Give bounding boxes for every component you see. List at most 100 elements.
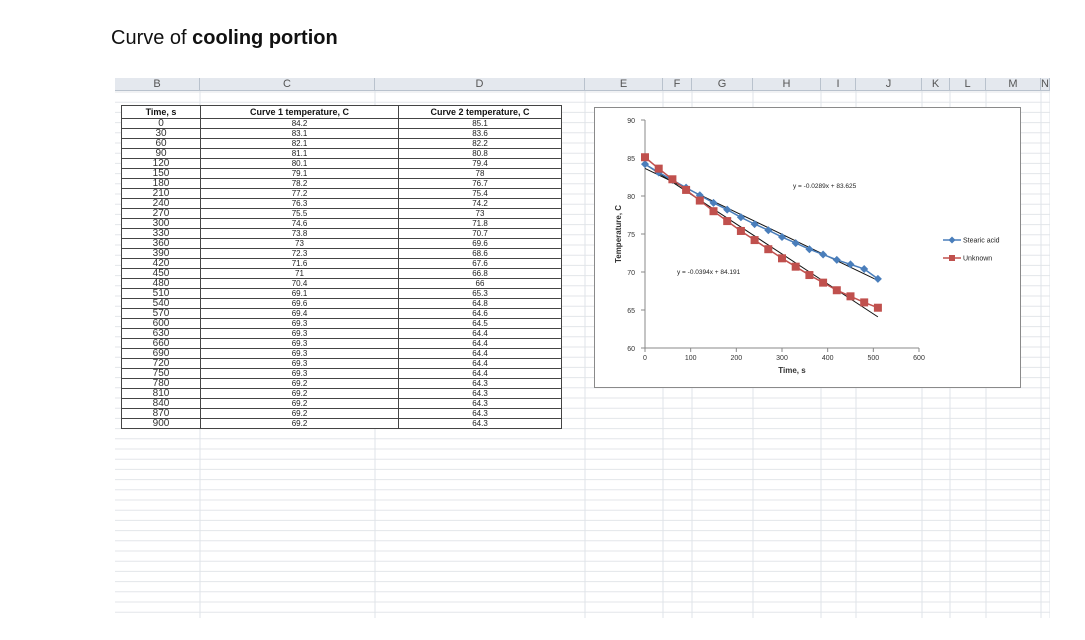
cell-time[interactable]: 150: [121, 168, 201, 179]
cell-time[interactable]: 240: [121, 198, 201, 209]
cell-curve2[interactable]: 64.8: [398, 298, 562, 309]
cell-time[interactable]: 450: [121, 268, 201, 279]
cell-curve1[interactable]: 78.2: [200, 178, 399, 189]
header-curve1[interactable]: Curve 1 temperature, C: [200, 105, 399, 119]
cell-time[interactable]: 180: [121, 178, 201, 189]
cell-time[interactable]: 600: [121, 318, 201, 329]
cell-time[interactable]: 330: [121, 228, 201, 239]
cell-curve2[interactable]: 85.1: [398, 118, 562, 129]
cell-curve1[interactable]: 69.3: [200, 358, 399, 369]
cell-curve1[interactable]: 81.1: [200, 148, 399, 159]
cell-curve1[interactable]: 84.2: [200, 118, 399, 129]
cell-curve1[interactable]: 70.4: [200, 278, 399, 289]
cell-time[interactable]: 570: [121, 308, 201, 319]
cell-curve2[interactable]: 64.5: [398, 318, 562, 329]
cell-time[interactable]: 540: [121, 298, 201, 309]
cell-curve1[interactable]: 80.1: [200, 158, 399, 169]
cell-time[interactable]: 630: [121, 328, 201, 339]
cell-curve2[interactable]: 65.3: [398, 288, 562, 299]
cell-curve2[interactable]: 71.8: [398, 218, 562, 229]
cell-time[interactable]: 840: [121, 398, 201, 409]
header-time[interactable]: Time, s: [121, 105, 201, 119]
cell-curve2[interactable]: 75.4: [398, 188, 562, 199]
column-header-k[interactable]: K: [922, 78, 950, 90]
cell-time[interactable]: 420: [121, 258, 201, 269]
cell-curve1[interactable]: 82.1: [200, 138, 399, 149]
cell-curve1[interactable]: 71.6: [200, 258, 399, 269]
cell-curve2[interactable]: 73: [398, 208, 562, 219]
cell-curve1[interactable]: 69.2: [200, 398, 399, 409]
cell-curve2[interactable]: 64.3: [398, 408, 562, 419]
cell-curve2[interactable]: 64.3: [398, 398, 562, 409]
cell-curve2[interactable]: 64.4: [398, 338, 562, 349]
cell-curve2[interactable]: 67.6: [398, 258, 562, 269]
cell-curve2[interactable]: 64.3: [398, 388, 562, 399]
cell-curve2[interactable]: 80.8: [398, 148, 562, 159]
cell-curve2[interactable]: 64.4: [398, 348, 562, 359]
cell-curve2[interactable]: 64.3: [398, 418, 562, 429]
cell-curve2[interactable]: 69.6: [398, 238, 562, 249]
cell-curve2[interactable]: 64.4: [398, 328, 562, 339]
column-header-e[interactable]: E: [585, 78, 663, 90]
cell-curve1[interactable]: 69.3: [200, 368, 399, 379]
cell-curve2[interactable]: 79.4: [398, 158, 562, 169]
cell-curve2[interactable]: 78: [398, 168, 562, 179]
cell-curve1[interactable]: 74.6: [200, 218, 399, 229]
cell-time[interactable]: 900: [121, 418, 201, 429]
cell-time[interactable]: 870: [121, 408, 201, 419]
cell-curve1[interactable]: 69.1: [200, 288, 399, 299]
column-header-b[interactable]: B: [115, 78, 200, 90]
column-header-m[interactable]: M: [986, 78, 1041, 90]
cell-time[interactable]: 510: [121, 288, 201, 299]
cell-curve2[interactable]: 68.6: [398, 248, 562, 259]
cell-curve2[interactable]: 82.2: [398, 138, 562, 149]
column-header-l[interactable]: L: [950, 78, 986, 90]
cell-curve1[interactable]: 73: [200, 238, 399, 249]
cell-curve1[interactable]: 69.2: [200, 418, 399, 429]
cell-curve2[interactable]: 64.3: [398, 378, 562, 389]
cell-curve2[interactable]: 76.7: [398, 178, 562, 189]
cell-time[interactable]: 750: [121, 368, 201, 379]
cell-curve2[interactable]: 66.8: [398, 268, 562, 279]
cell-curve1[interactable]: 83.1: [200, 128, 399, 139]
cell-curve1[interactable]: 75.5: [200, 208, 399, 219]
cell-curve1[interactable]: 69.3: [200, 338, 399, 349]
cell-curve2[interactable]: 64.4: [398, 368, 562, 379]
cell-time[interactable]: 300: [121, 218, 201, 229]
cell-time[interactable]: 90: [121, 148, 201, 159]
cell-time[interactable]: 720: [121, 358, 201, 369]
cell-curve1[interactable]: 69.3: [200, 318, 399, 329]
cell-curve1[interactable]: 73.8: [200, 228, 399, 239]
cell-curve2[interactable]: 64.6: [398, 308, 562, 319]
cell-curve1[interactable]: 69.2: [200, 408, 399, 419]
column-header-d[interactable]: D: [375, 78, 585, 90]
cell-curve2[interactable]: 83.6: [398, 128, 562, 139]
cell-curve1[interactable]: 69.4: [200, 308, 399, 319]
column-header-c[interactable]: C: [200, 78, 375, 90]
column-header-h[interactable]: H: [753, 78, 821, 90]
cell-time[interactable]: 360: [121, 238, 201, 249]
cell-time[interactable]: 120: [121, 158, 201, 169]
header-curve2[interactable]: Curve 2 temperature, C: [398, 105, 562, 119]
cell-curve1[interactable]: 76.3: [200, 198, 399, 209]
cell-time[interactable]: 60: [121, 138, 201, 149]
cell-curve1[interactable]: 72.3: [200, 248, 399, 259]
cell-time[interactable]: 270: [121, 208, 201, 219]
cell-time[interactable]: 780: [121, 378, 201, 389]
column-header-g[interactable]: G: [692, 78, 753, 90]
cell-curve2[interactable]: 74.2: [398, 198, 562, 209]
column-header-j[interactable]: J: [856, 78, 922, 90]
cell-curve1[interactable]: 69.3: [200, 328, 399, 339]
cell-time[interactable]: 690: [121, 348, 201, 359]
cell-curve1[interactable]: 69.2: [200, 388, 399, 399]
cell-curve2[interactable]: 66: [398, 278, 562, 289]
cell-curve1[interactable]: 79.1: [200, 168, 399, 179]
column-header-f[interactable]: F: [663, 78, 692, 90]
cell-curve2[interactable]: 64.4: [398, 358, 562, 369]
column-header-i[interactable]: I: [821, 78, 856, 90]
cell-time[interactable]: 390: [121, 248, 201, 259]
column-header-n[interactable]: N: [1041, 78, 1050, 90]
cell-time[interactable]: 30: [121, 128, 201, 139]
cell-time[interactable]: 810: [121, 388, 201, 399]
cell-time[interactable]: 660: [121, 338, 201, 349]
